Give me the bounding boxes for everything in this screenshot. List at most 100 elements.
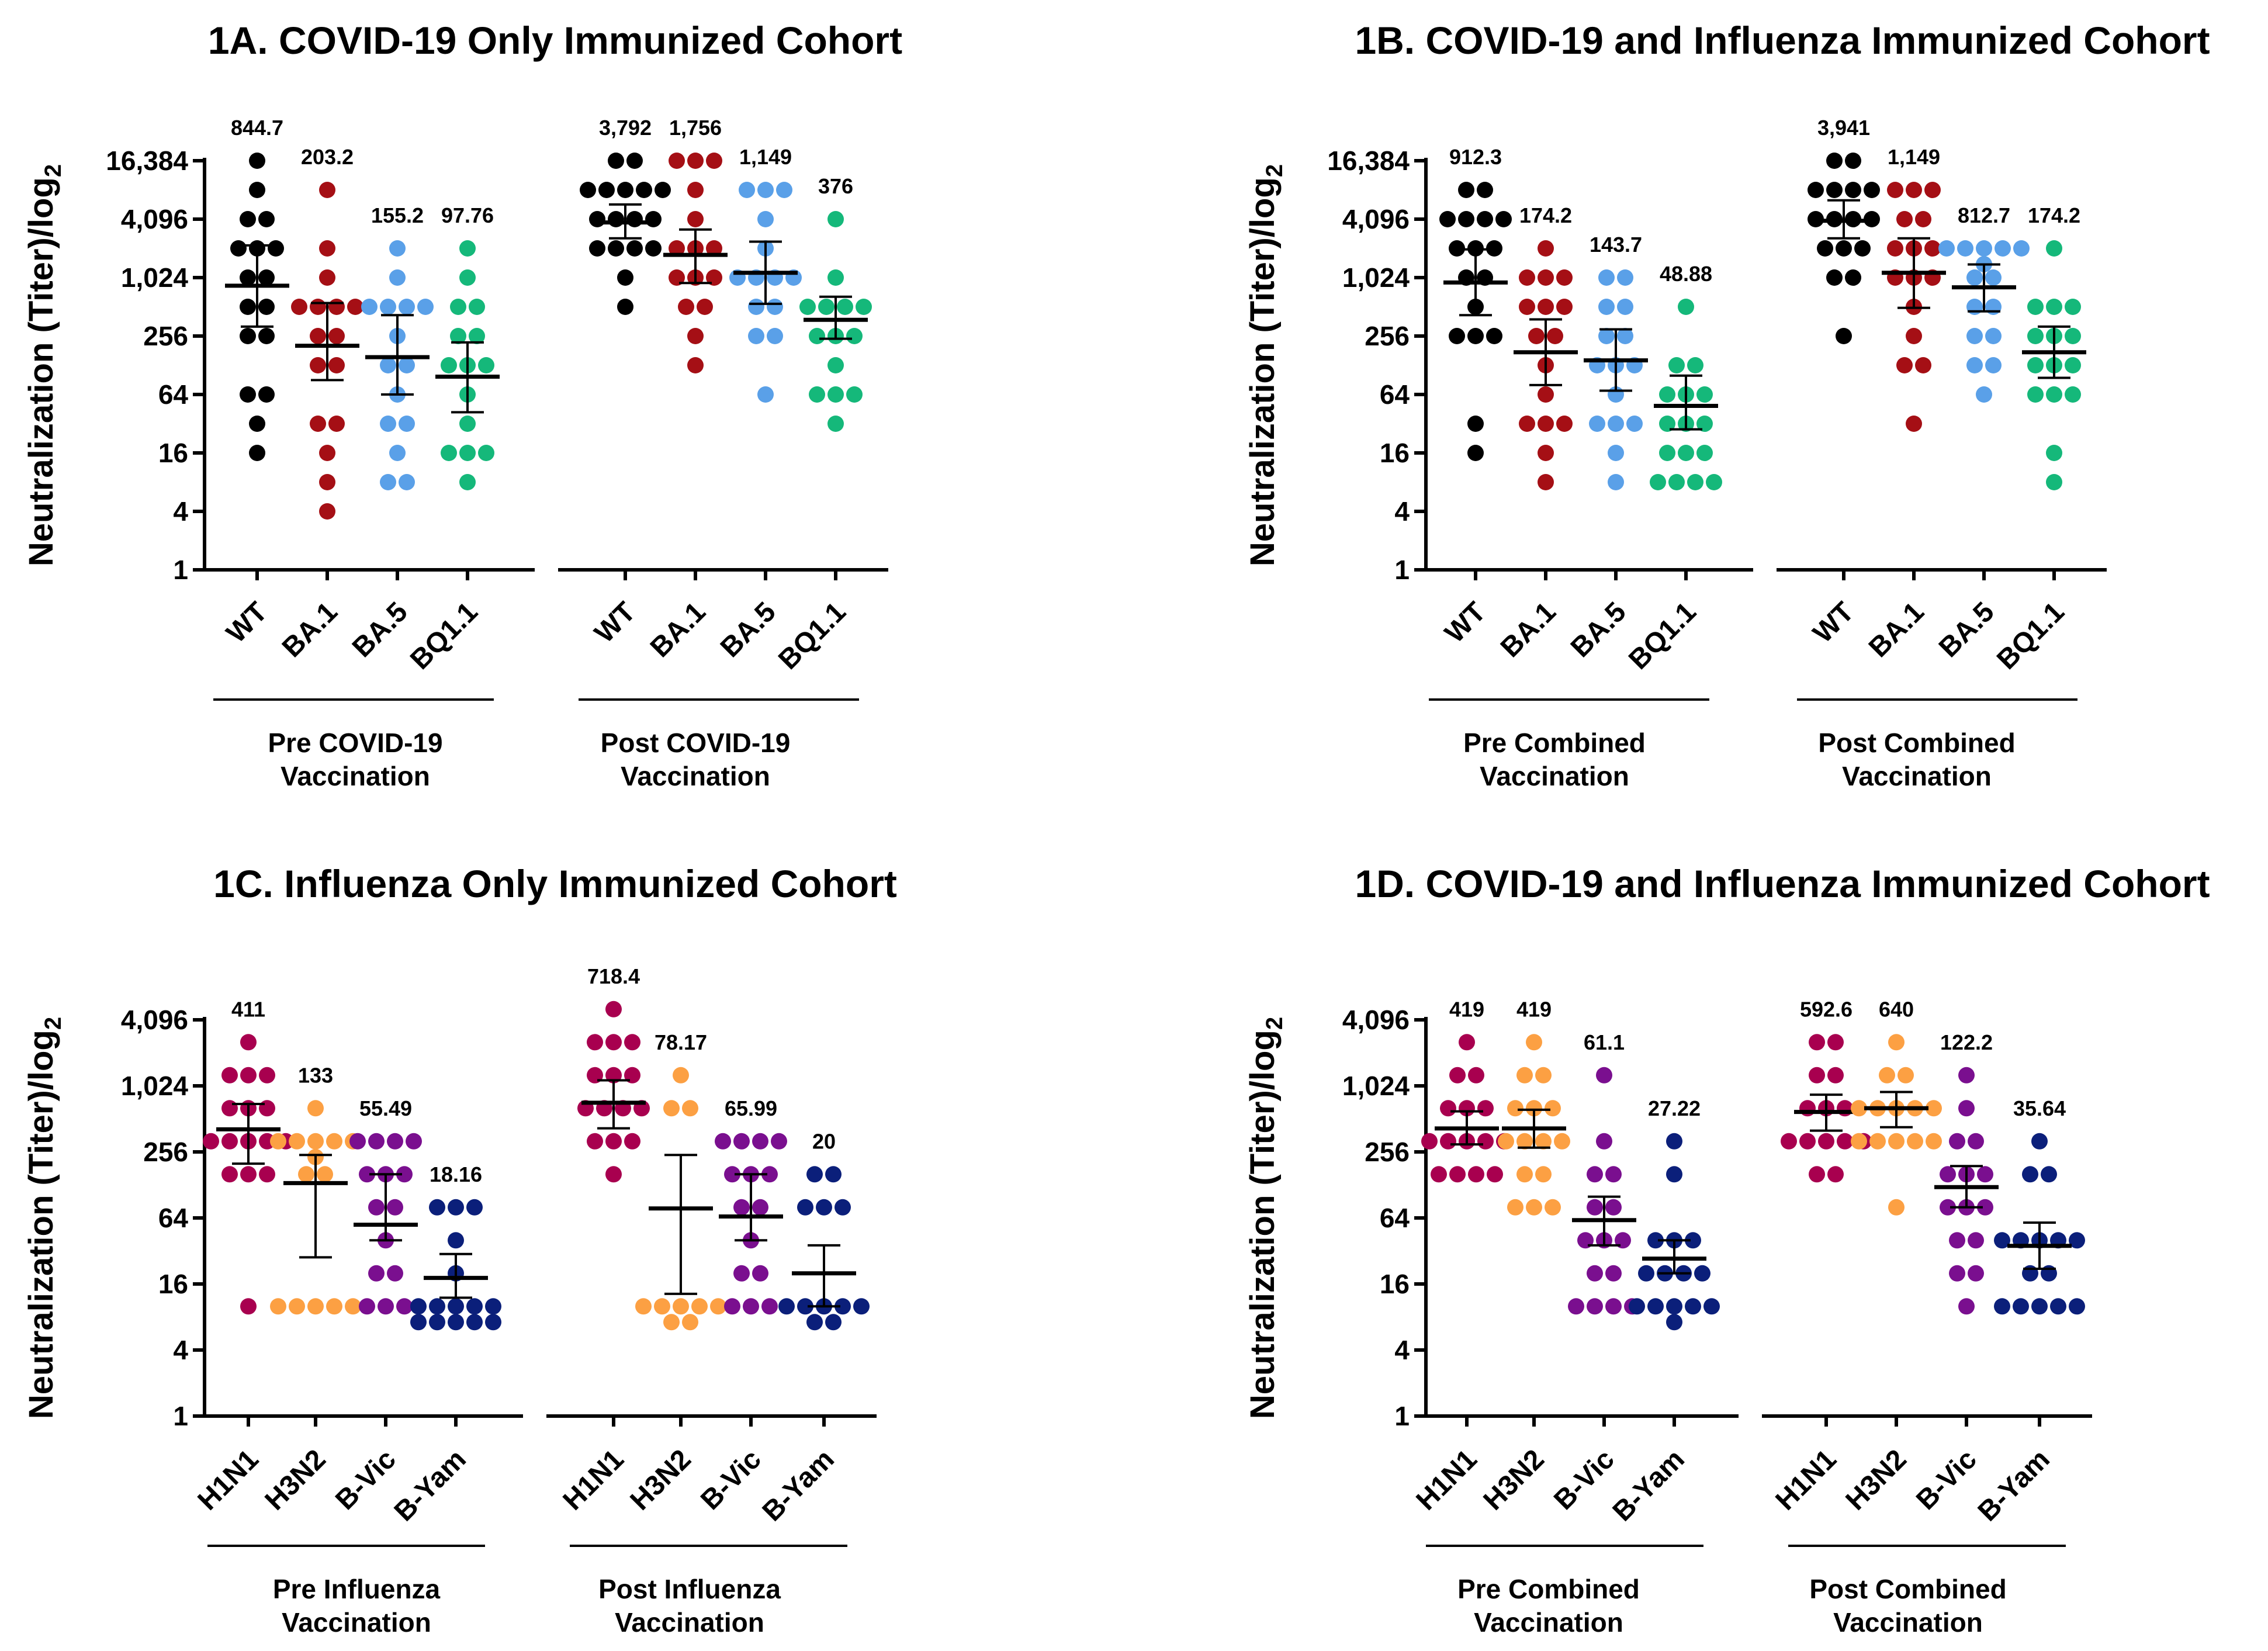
data-point xyxy=(1906,328,1922,344)
data-point xyxy=(1940,1166,1956,1183)
data-point xyxy=(389,240,406,257)
data-point xyxy=(380,416,396,432)
y-tick-label: 64 xyxy=(1380,1203,1410,1233)
data-point xyxy=(268,240,284,257)
data-point xyxy=(259,1067,275,1084)
data-point xyxy=(752,1133,768,1150)
data-point xyxy=(687,211,704,227)
data-point xyxy=(1706,474,1722,490)
y-tick-label: 1,024 xyxy=(121,1071,189,1101)
data-point xyxy=(307,1298,324,1315)
data-point xyxy=(825,1314,842,1331)
data-point xyxy=(1440,1100,1456,1117)
data-point xyxy=(399,474,415,490)
data-point xyxy=(1826,269,1843,286)
data-point xyxy=(221,1067,238,1084)
data-point xyxy=(1924,182,1941,198)
x-category-label: BA.1 xyxy=(645,596,712,663)
data-point xyxy=(1666,1166,1682,1183)
panel-1d: 1D. COVID-19 and Influenza Immunized Coh… xyxy=(1244,862,2210,1638)
data-point xyxy=(1685,1232,1701,1249)
data-point xyxy=(1538,445,1554,461)
data-point xyxy=(368,1265,385,1282)
data-point xyxy=(1854,240,1871,257)
data-point xyxy=(715,1133,731,1150)
data-point xyxy=(1977,1166,1993,1183)
data-point xyxy=(1879,1067,1895,1084)
data-point xyxy=(459,269,476,286)
y-axis-label: Neutralization (Titer)/log2 xyxy=(1244,164,1287,566)
data-point xyxy=(1659,416,1675,432)
data-point xyxy=(1431,1166,1447,1183)
data-point xyxy=(1845,182,1861,198)
data-point xyxy=(598,182,615,198)
data-point xyxy=(2069,1232,2085,1249)
gmt-value-label: 143.7 xyxy=(1590,233,1642,257)
data-point xyxy=(624,1034,640,1051)
data-point xyxy=(2022,1265,2038,1282)
data-point xyxy=(380,474,396,490)
data-point xyxy=(240,269,256,286)
data-point xyxy=(1477,182,1493,198)
data-point xyxy=(1421,1133,1438,1150)
data-point xyxy=(1589,416,1605,432)
data-point xyxy=(221,1166,238,1183)
data-point xyxy=(387,1265,403,1282)
data-point xyxy=(645,240,662,257)
gmt-value-label: 122.2 xyxy=(1940,1030,1993,1054)
group-label: Post Influenza xyxy=(598,1574,781,1604)
group-label-line2: Vaccination xyxy=(281,761,430,791)
data-point xyxy=(1439,211,1456,227)
data-point xyxy=(669,269,685,286)
data-point xyxy=(706,153,722,169)
data-point xyxy=(673,1298,689,1315)
data-point xyxy=(587,1133,603,1150)
data-point xyxy=(1949,1133,1965,1150)
data-point xyxy=(1554,1133,1570,1150)
data-point xyxy=(687,357,704,373)
data-point xyxy=(1958,1067,1975,1084)
data-point xyxy=(2046,445,2062,461)
data-point xyxy=(459,240,476,257)
data-point xyxy=(1887,240,1903,257)
data-point xyxy=(410,1314,427,1331)
data-point xyxy=(310,416,326,432)
data-point xyxy=(1966,299,1983,315)
x-category-label: BA.1 xyxy=(1495,596,1562,663)
y-tick-label: 1 xyxy=(1394,1401,1410,1431)
data-point xyxy=(259,1100,275,1117)
data-point xyxy=(724,1298,740,1315)
data-point xyxy=(259,1166,275,1183)
data-point xyxy=(846,386,863,403)
data-point xyxy=(1958,1100,1975,1117)
gmt-value-label: 1,756 xyxy=(669,116,722,140)
data-point xyxy=(837,299,853,315)
data-point xyxy=(1519,299,1535,315)
data-point xyxy=(691,1298,708,1315)
data-point xyxy=(466,1298,483,1315)
data-point xyxy=(1869,1133,1886,1150)
data-point xyxy=(1458,182,1474,198)
gmt-value-label: 812.7 xyxy=(1958,203,2010,227)
data-point xyxy=(1629,1298,1645,1315)
data-point xyxy=(1966,357,1983,373)
data-point xyxy=(399,299,415,315)
data-point xyxy=(1906,182,1922,198)
x-category-label: BQ1.1 xyxy=(1991,596,2070,676)
data-point xyxy=(1888,1133,1905,1150)
data-point xyxy=(1477,211,1493,227)
data-point xyxy=(1994,1232,2010,1249)
data-point xyxy=(733,1133,750,1150)
data-point xyxy=(417,299,434,315)
data-point xyxy=(328,357,345,373)
gmt-value-label: 1,149 xyxy=(739,145,792,169)
data-point xyxy=(466,1314,483,1331)
data-point xyxy=(1440,1133,1456,1150)
data-point xyxy=(2031,1298,2048,1315)
data-point xyxy=(1977,1199,1993,1216)
data-point xyxy=(1495,211,1512,227)
data-point xyxy=(429,1298,445,1315)
y-tick-label: 16 xyxy=(158,438,188,468)
data-point xyxy=(399,416,415,432)
group-label-line2: Vaccination xyxy=(1833,1607,1983,1638)
